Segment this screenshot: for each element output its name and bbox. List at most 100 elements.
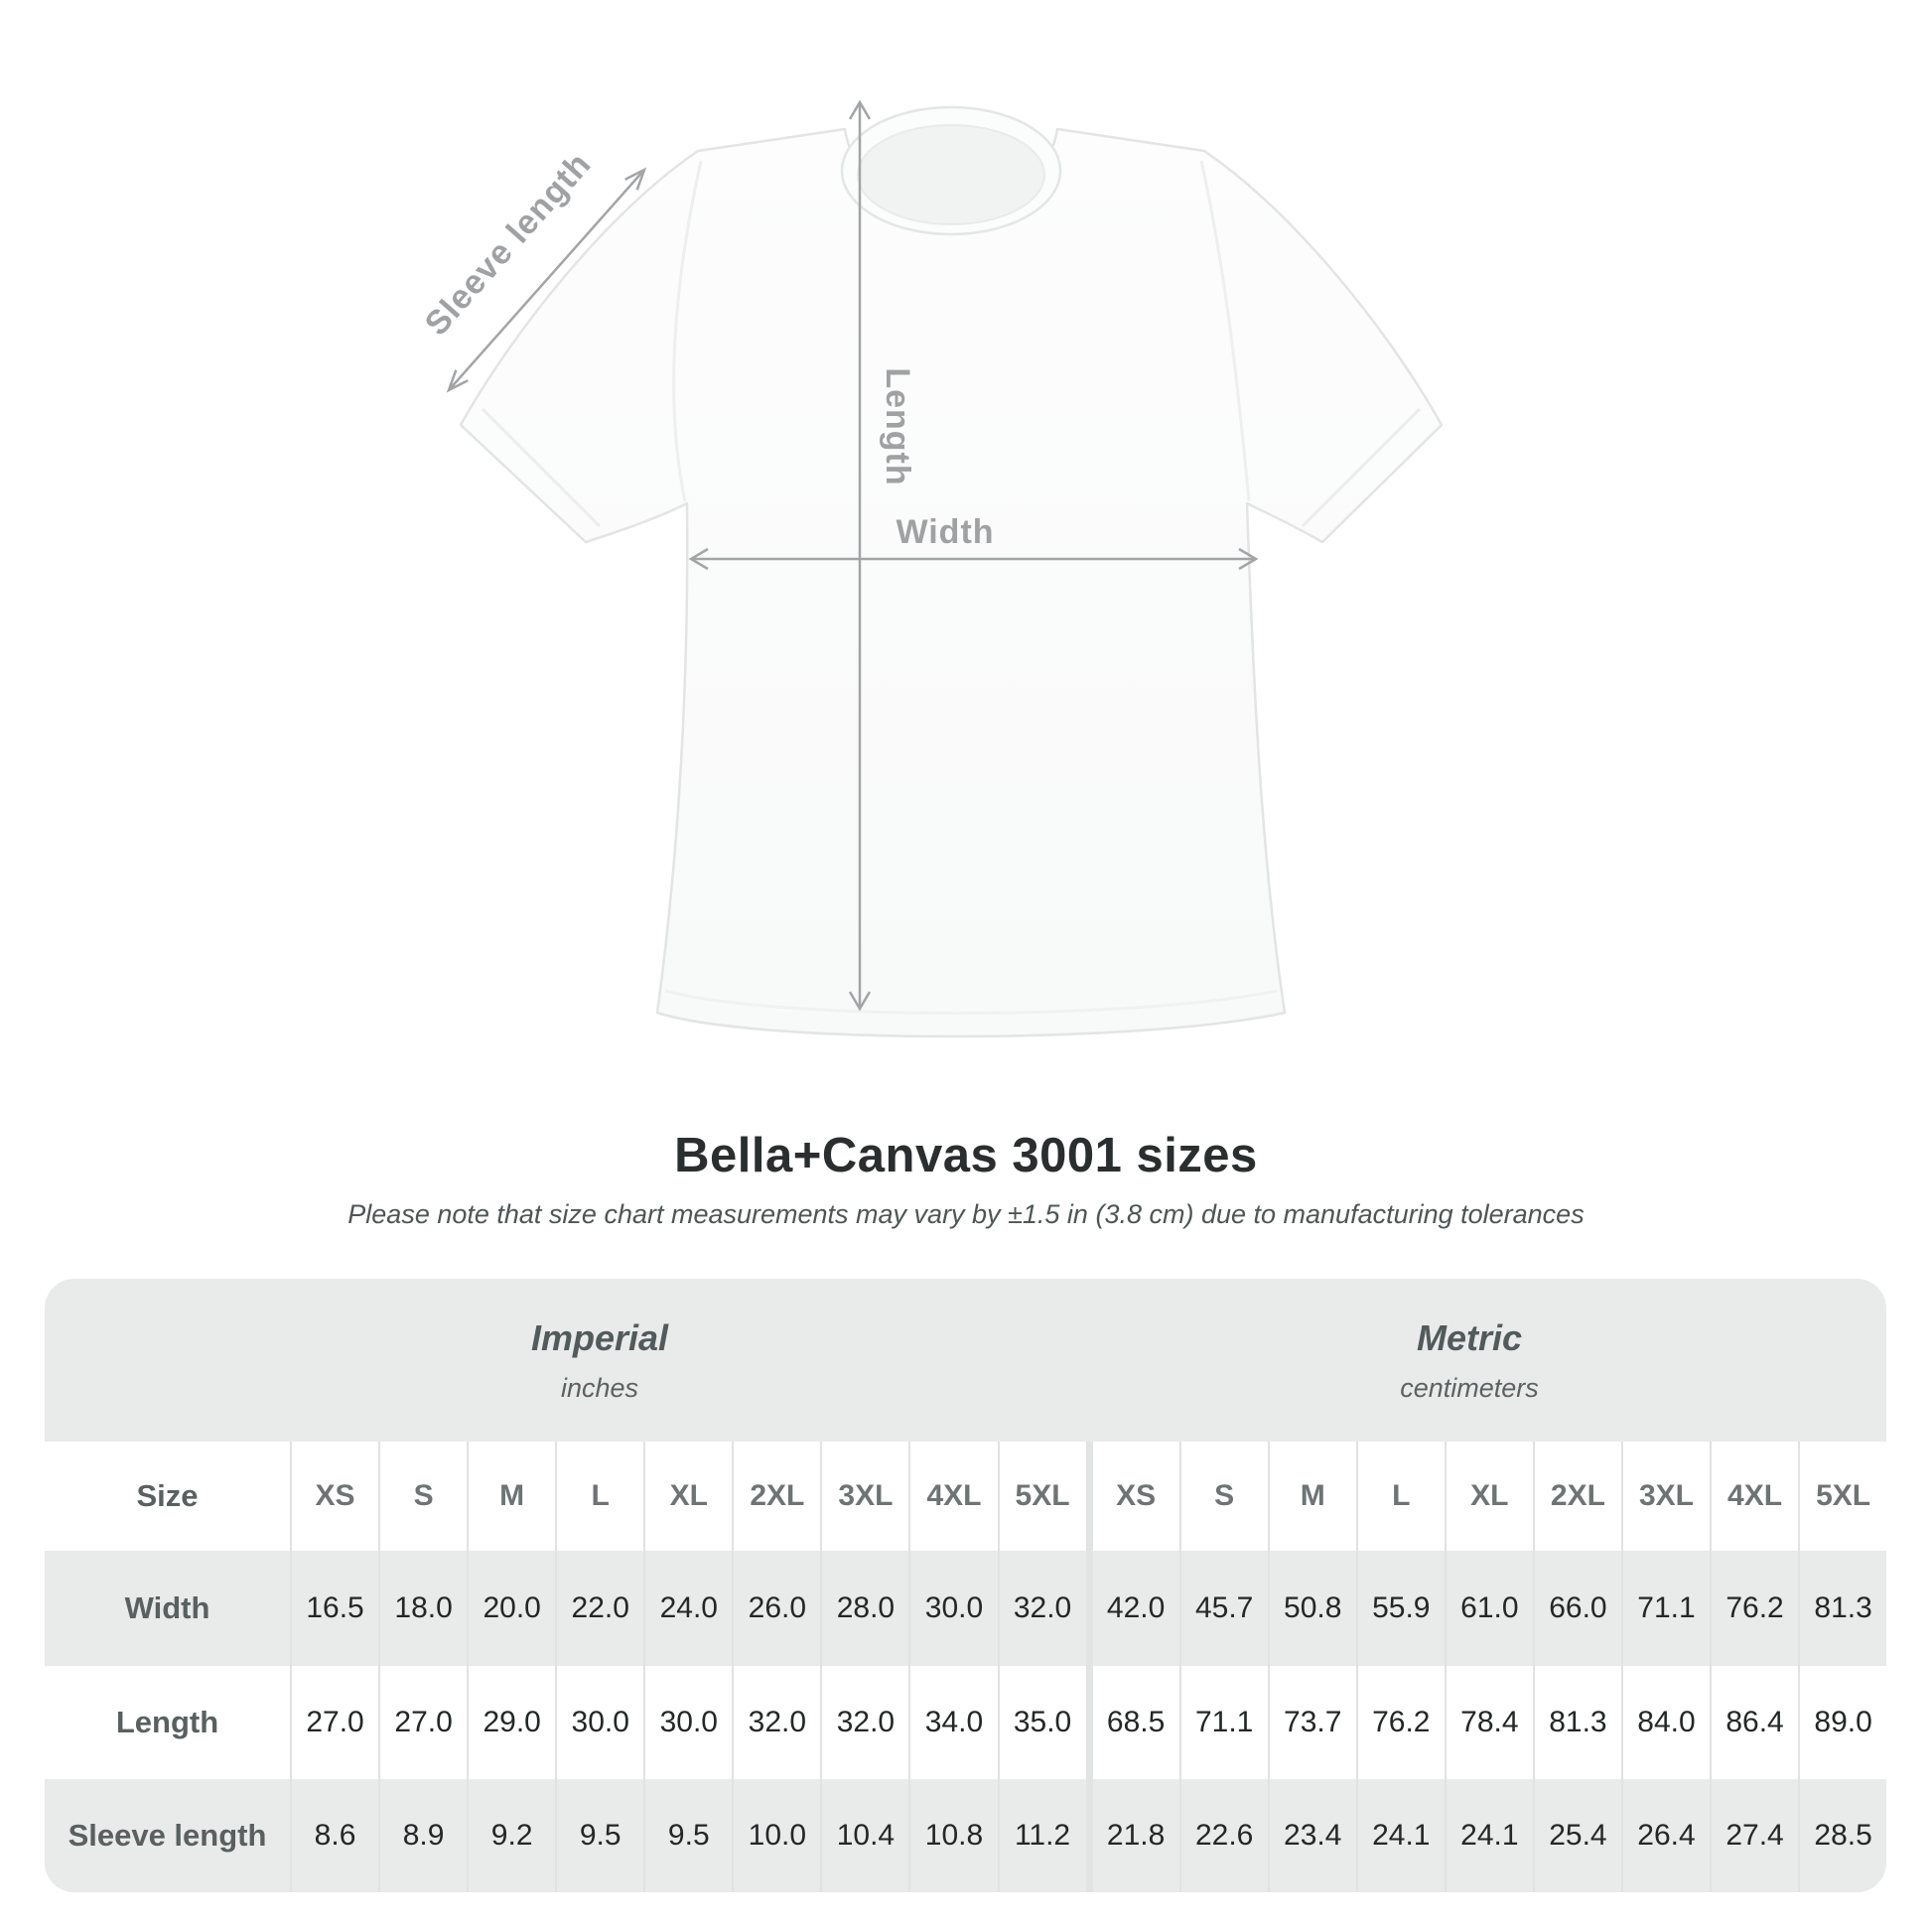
table-cell: 71.1	[1620, 1551, 1710, 1666]
table-cell: 34.0	[908, 1666, 997, 1779]
table-row-width: Width 16.5 18.0 20.0 22.0 24.0 26.0 28.0…	[45, 1551, 1886, 1666]
table-cell: 32.0	[732, 1666, 820, 1779]
table-cell: 73.7	[1267, 1666, 1356, 1779]
size-col-header: S	[1178, 1442, 1268, 1551]
table-cell: 71.1	[1178, 1666, 1268, 1779]
size-chart-table: Imperial inches Metric centimeters Size …	[45, 1279, 1886, 1892]
size-col-header: 2XL	[1532, 1442, 1621, 1551]
table-cell: 30.0	[555, 1666, 643, 1779]
size-col-header: 4XL	[1710, 1442, 1798, 1551]
table-cell: 78.4	[1444, 1666, 1533, 1779]
table-cell: 76.2	[1710, 1551, 1798, 1666]
table-cell: 27.0	[378, 1666, 467, 1779]
size-col-header: 4XL	[908, 1442, 997, 1551]
table-cell: 32.0	[997, 1551, 1086, 1666]
hem-seam	[664, 989, 1278, 1015]
table-cell: 89.0	[1798, 1666, 1886, 1779]
imperial-unit: inches	[560, 1372, 639, 1403]
imperial-header: Imperial inches	[290, 1279, 1088, 1442]
table-cell: 20.0	[467, 1551, 555, 1666]
table-cell: 26.4	[1620, 1779, 1710, 1892]
table-cell: 22.0	[555, 1551, 643, 1666]
collar-inner	[857, 124, 1045, 225]
unit-header-spacer	[45, 1279, 290, 1442]
size-col-header: XL	[643, 1442, 732, 1551]
size-col-header: 5XL	[997, 1442, 1086, 1551]
table-cell: 23.4	[1267, 1779, 1356, 1892]
table-cell: 8.9	[378, 1779, 467, 1892]
row-label: Sleeve length	[68, 1818, 267, 1853]
table-cell: 9.5	[643, 1779, 732, 1892]
size-col-header: S	[378, 1442, 467, 1551]
table-cell: 50.8	[1267, 1551, 1356, 1666]
table-cell: 9.2	[467, 1779, 555, 1892]
size-col-header: 3XL	[820, 1442, 908, 1551]
table-cell: 10.4	[820, 1779, 908, 1892]
length-label: Length	[879, 367, 916, 485]
size-col-header: XS	[290, 1442, 378, 1551]
table-row-length: Length 27.0 27.0 29.0 30.0 30.0 32.0 32.…	[45, 1666, 1886, 1779]
table-cell: 76.2	[1355, 1666, 1445, 1779]
table-cell: 28.0	[820, 1551, 908, 1666]
table-cell: 24.1	[1355, 1779, 1445, 1892]
table-cell: 27.4	[1710, 1779, 1798, 1892]
size-col-header: M	[1267, 1442, 1356, 1551]
size-col-header: XS	[1085, 1442, 1179, 1551]
row-label: Length	[115, 1705, 219, 1739]
table-cell: 25.4	[1532, 1779, 1621, 1892]
table-cell: 16.5	[290, 1551, 378, 1666]
table-cell: 24.1	[1444, 1779, 1533, 1892]
table-cell: 9.5	[555, 1779, 643, 1892]
length-arrow	[848, 99, 872, 1012]
table-cell: 26.0	[732, 1551, 820, 1666]
tolerance-note: Please note that size chart measurements…	[347, 1199, 1585, 1229]
size-col-header: XL	[1444, 1442, 1533, 1551]
table-cell: 27.0	[290, 1666, 378, 1779]
size-col-header: 5XL	[1798, 1442, 1886, 1551]
table-cell: 61.0	[1444, 1551, 1533, 1666]
table-cell: 8.6	[290, 1779, 378, 1892]
table-row-sleeve-length: Sleeve length 8.6 8.9 9.2 9.5 9.5 10.0 1…	[45, 1779, 1886, 1892]
metric-header: Metric centimeters	[1088, 1279, 1886, 1442]
corner-label: Size	[136, 1478, 199, 1513]
tshirt-diagram: Sleeve length Length Width	[418, 99, 1444, 1038]
width-arrow	[688, 547, 1259, 571]
left-cuff-seam	[481, 407, 602, 528]
unit-header-row: Imperial inches Metric centimeters	[45, 1279, 1886, 1442]
table-cell: 81.3	[1532, 1666, 1621, 1779]
size-header-row: Size XS S M L XL 2XL 3XL 4XL 5XL XS S M …	[45, 1442, 1886, 1551]
metric-label: Metric	[1416, 1316, 1523, 1358]
page-title: Bella+Canvas 3001 sizes	[674, 1129, 1258, 1182]
table-cell: 55.9	[1355, 1551, 1445, 1666]
title-block: Bella+Canvas 3001 sizes Please note that…	[0, 1128, 1932, 1230]
size-col-header: 2XL	[732, 1442, 820, 1551]
right-cuff-seam	[1301, 407, 1422, 528]
table-cell: 66.0	[1532, 1551, 1621, 1666]
table-cell: 11.2	[997, 1779, 1086, 1892]
table-cell: 29.0	[467, 1666, 555, 1779]
row-label: Width	[124, 1590, 210, 1625]
table-cell: 42.0	[1085, 1551, 1179, 1666]
sleeve-length-arrow	[446, 167, 647, 393]
imperial-label: Imperial	[530, 1316, 669, 1358]
table-cell: 24.0	[643, 1551, 732, 1666]
table-cell: 21.8	[1085, 1779, 1179, 1892]
size-col-header: M	[467, 1442, 555, 1551]
table-cell: 68.5	[1085, 1666, 1179, 1779]
table-cell: 30.0	[908, 1551, 997, 1666]
table-cell: 84.0	[1620, 1666, 1710, 1779]
table-cell: 35.0	[997, 1666, 1086, 1779]
size-col-header: L	[1355, 1442, 1445, 1551]
table-cell: 10.0	[732, 1779, 820, 1892]
width-label: Width	[896, 513, 994, 551]
table-cell: 22.6	[1178, 1779, 1268, 1892]
table-cell: 28.5	[1798, 1779, 1886, 1892]
table-cell: 30.0	[643, 1666, 732, 1779]
table-cell: 18.0	[378, 1551, 467, 1666]
tshirt-body	[459, 127, 1444, 1038]
table-cell: 10.8	[908, 1779, 997, 1892]
table-cell: 32.0	[820, 1666, 908, 1779]
table-cell: 45.7	[1178, 1551, 1268, 1666]
metric-unit: centimeters	[1400, 1372, 1539, 1403]
